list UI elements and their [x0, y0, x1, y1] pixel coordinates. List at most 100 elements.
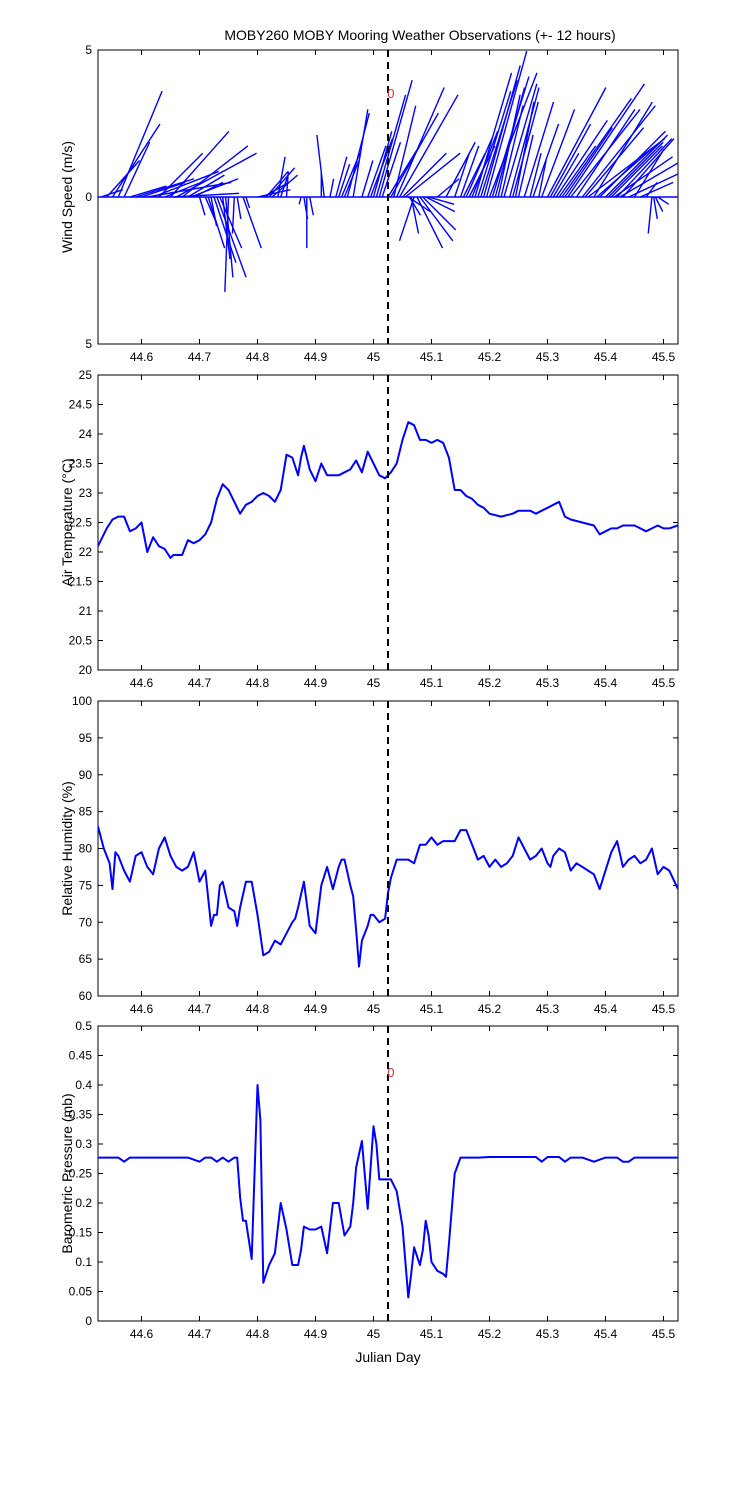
wind-vector	[187, 174, 225, 198]
x-axis-label: Julian Day	[355, 1349, 420, 1365]
wind-vector	[640, 181, 674, 198]
y-tick-label: 0.4	[75, 1078, 92, 1092]
x-tick-label: 45.5	[652, 350, 676, 364]
y-tick-label: 0.05	[69, 1285, 93, 1299]
wind-vector	[338, 163, 351, 198]
wind-vector	[647, 196, 653, 234]
wind-vector	[100, 189, 124, 198]
y-tick-label: 0.35	[69, 1108, 93, 1122]
wind-vector	[555, 119, 608, 198]
wind-vector	[616, 138, 673, 198]
wind-vector	[497, 94, 521, 198]
x-tick-label: 44.6	[130, 350, 154, 364]
wind-vector	[529, 153, 542, 198]
x-tick-label: 45.1	[420, 1327, 444, 1341]
x-tick-label: 44.7	[188, 1002, 212, 1016]
y-tick-label: 24	[79, 427, 93, 441]
wind-vector	[567, 83, 646, 198]
y-tick-label: 0.5	[75, 1019, 92, 1033]
wind-vector	[581, 105, 656, 198]
y-tick-label: 70	[79, 915, 93, 929]
wind-vector	[123, 141, 151, 198]
series-line-relative-humidity	[98, 826, 678, 968]
wind-vector	[633, 149, 665, 198]
y-tick-label: 60	[79, 989, 93, 1003]
x-tick-label: 44.9	[304, 1327, 328, 1341]
wind-vector	[346, 112, 370, 198]
wind-vector	[445, 141, 476, 198]
x-tick-label: 45.4	[594, 676, 618, 690]
y-tick-label: 0.15	[69, 1226, 93, 1240]
wind-vector	[514, 101, 535, 198]
wind-vector	[164, 181, 202, 198]
y-tick-label: 25	[79, 368, 93, 382]
y-tick-label: 0.25	[69, 1167, 93, 1181]
wind-vector	[561, 98, 632, 198]
x-tick-label: 45.5	[652, 1327, 676, 1341]
x-tick-label: 45.1	[420, 1002, 444, 1016]
x-tick-label: 45.3	[536, 1002, 560, 1016]
x-tick-label: 44.8	[246, 1327, 270, 1341]
x-tick-label: 44.6	[130, 676, 154, 690]
wind-vector	[402, 152, 447, 198]
wind-vector	[593, 101, 653, 198]
wind-vector	[654, 196, 664, 212]
wind-vector	[398, 94, 459, 198]
x-tick-label: 45.1	[420, 350, 444, 364]
wind-vector	[428, 196, 455, 205]
wind-vector	[224, 196, 234, 278]
y-tick-label: 22.5	[69, 516, 93, 530]
marker-annotation: 0	[387, 86, 394, 101]
y-tick-label: 90	[79, 768, 93, 782]
wind-vector	[193, 181, 224, 198]
wind-vector	[175, 152, 257, 198]
wind-vector	[599, 130, 666, 198]
series-line-barometric-pressure-mb	[98, 1084, 678, 1299]
y-tick-label: 5	[85, 337, 92, 351]
wind-vector	[309, 196, 315, 216]
wind-vector	[422, 196, 457, 231]
x-tick-label: 45.3	[536, 1327, 560, 1341]
x-tick-label: 44.9	[304, 1002, 328, 1016]
wind-vector	[474, 72, 513, 198]
wind-vector	[387, 149, 418, 198]
wind-vector	[645, 181, 658, 198]
wind-vector	[575, 109, 636, 198]
wind-vector	[564, 127, 613, 198]
x-tick-label: 45.2	[478, 676, 502, 690]
wind-vector	[512, 101, 539, 198]
wind-vector	[375, 94, 407, 198]
wind-vector	[316, 134, 325, 198]
y-tick-label: 24.5	[69, 398, 93, 412]
x-tick-label: 45.2	[478, 350, 502, 364]
air-temperature-panel: 44.6 44.7 44.8 44.9 45 45.1 45.2 45.3 45.4 45.5 25…	[59, 368, 679, 690]
wind-vector	[459, 145, 480, 198]
y-tick-label: 80	[79, 842, 93, 856]
wind-vector	[546, 87, 607, 198]
wind-vector	[605, 134, 669, 198]
y-tick-label: 95	[79, 731, 93, 745]
wind-vector	[280, 174, 289, 198]
x-tick-label: 44.9	[304, 350, 328, 364]
x-tick-label: 45	[367, 676, 381, 690]
x-tick-label: 44.6	[130, 1327, 154, 1341]
wind-vector	[393, 105, 417, 198]
y-axis-label-air-temperature-c: Air Temperature (°C)	[59, 458, 75, 586]
plot-area	[98, 50, 678, 292]
wind-vector	[610, 145, 663, 198]
x-tick-label: 45.3	[536, 676, 560, 690]
marker-annotation: 0	[387, 1065, 394, 1080]
y-tick-label: 22	[79, 545, 93, 559]
wind-vector	[381, 142, 402, 198]
y-tick-label: 0	[85, 190, 92, 204]
wind-vector	[298, 196, 302, 205]
wind-vector	[352, 109, 369, 198]
wind-vector	[454, 152, 470, 198]
plot-area	[98, 421, 678, 559]
wind-vector	[483, 65, 521, 198]
wind-vector	[173, 192, 240, 198]
wind-vector	[335, 156, 348, 198]
wind-vector	[329, 178, 335, 198]
x-tick-label: 45.5	[652, 676, 676, 690]
